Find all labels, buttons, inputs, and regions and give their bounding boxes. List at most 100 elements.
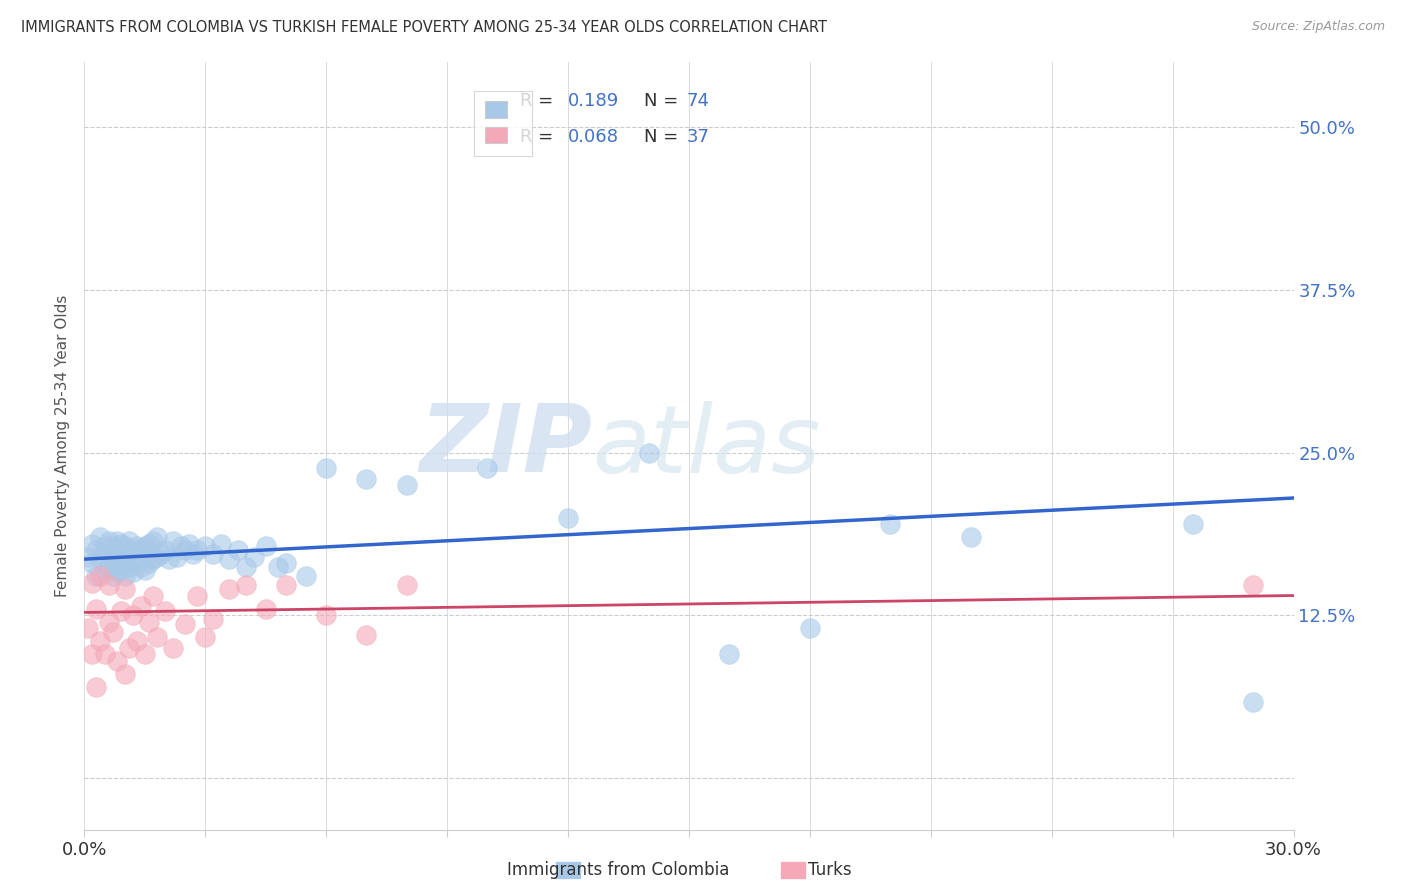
Point <box>138 556 160 570</box>
Point <box>97 533 120 548</box>
Point <box>202 547 225 561</box>
Point <box>89 634 111 648</box>
Point <box>134 562 156 576</box>
Point <box>86 680 108 694</box>
Point <box>274 556 297 570</box>
Legend: , : , <box>474 91 531 156</box>
Point <box>960 530 983 544</box>
Point <box>101 624 124 639</box>
Point <box>356 627 378 641</box>
Point <box>174 543 197 558</box>
Point <box>118 533 141 548</box>
Point <box>97 578 120 592</box>
Point <box>105 654 128 668</box>
Point <box>121 565 143 579</box>
Point <box>315 461 337 475</box>
Point <box>226 543 249 558</box>
Point <box>110 604 132 618</box>
Text: Immigrants from Colombia: Immigrants from Colombia <box>508 861 730 879</box>
Point <box>82 536 104 550</box>
Point <box>129 543 152 558</box>
Text: N =: N = <box>644 92 685 110</box>
Point <box>110 549 132 564</box>
Text: atlas: atlas <box>592 401 821 491</box>
Point <box>218 582 240 596</box>
Point <box>93 562 115 576</box>
Point <box>194 539 217 553</box>
Point <box>114 552 136 566</box>
Point <box>1241 578 1264 592</box>
Y-axis label: Female Poverty Among 25-34 Year Olds: Female Poverty Among 25-34 Year Olds <box>55 295 70 597</box>
Point <box>242 549 264 564</box>
Point <box>209 536 232 550</box>
Point <box>799 621 821 635</box>
Text: 37: 37 <box>686 128 710 146</box>
Text: R =: R = <box>520 128 558 146</box>
Point <box>218 552 240 566</box>
Point <box>129 560 152 574</box>
Point <box>166 549 188 564</box>
Point <box>202 612 225 626</box>
Point <box>879 516 901 531</box>
Point <box>235 560 257 574</box>
Point <box>125 634 148 648</box>
Point <box>146 630 169 644</box>
Point <box>86 601 108 615</box>
Point <box>194 630 217 644</box>
Point <box>86 569 108 583</box>
Text: IMMIGRANTS FROM COLOMBIA VS TURKISH FEMALE POVERTY AMONG 25-34 YEAR OLDS CORRELA: IMMIGRANTS FROM COLOMBIA VS TURKISH FEMA… <box>21 20 827 35</box>
Point <box>121 543 143 558</box>
Point <box>118 560 141 574</box>
Point <box>162 640 184 655</box>
Text: Turks: Turks <box>807 861 852 879</box>
Point <box>105 533 128 548</box>
Point <box>315 607 337 622</box>
Text: Source: ZipAtlas.com: Source: ZipAtlas.com <box>1251 20 1385 33</box>
Point <box>267 560 290 574</box>
Point <box>142 533 165 548</box>
Point <box>254 601 277 615</box>
Point <box>77 621 100 635</box>
Point <box>295 569 318 583</box>
Text: N =: N = <box>644 128 685 146</box>
Point <box>89 552 111 566</box>
Point <box>114 539 136 553</box>
Point <box>110 562 132 576</box>
Point <box>125 556 148 570</box>
Point <box>162 533 184 548</box>
Point <box>274 578 297 592</box>
Point <box>121 607 143 622</box>
Point <box>718 647 741 661</box>
Point <box>395 578 418 592</box>
Point <box>637 445 659 459</box>
Point <box>110 536 132 550</box>
Point <box>149 547 172 561</box>
Point <box>157 552 180 566</box>
Point <box>93 647 115 661</box>
Point <box>142 589 165 603</box>
Point <box>153 604 176 618</box>
Text: 0.189: 0.189 <box>568 92 619 110</box>
Text: R =: R = <box>520 92 558 110</box>
Point <box>101 552 124 566</box>
Point <box>82 647 104 661</box>
Point <box>477 461 499 475</box>
Point <box>1181 516 1204 531</box>
Point <box>146 530 169 544</box>
Point <box>118 547 141 561</box>
Point <box>97 615 120 629</box>
Point <box>254 539 277 553</box>
Point <box>186 543 208 558</box>
Point <box>395 478 418 492</box>
Point <box>186 589 208 603</box>
Point <box>86 543 108 558</box>
Point <box>356 471 378 485</box>
Point <box>105 547 128 561</box>
Point <box>134 539 156 553</box>
Point <box>179 536 201 550</box>
Point <box>134 647 156 661</box>
Point <box>174 617 197 632</box>
Text: 0.068: 0.068 <box>568 128 619 146</box>
Point <box>97 547 120 561</box>
Point <box>138 536 160 550</box>
